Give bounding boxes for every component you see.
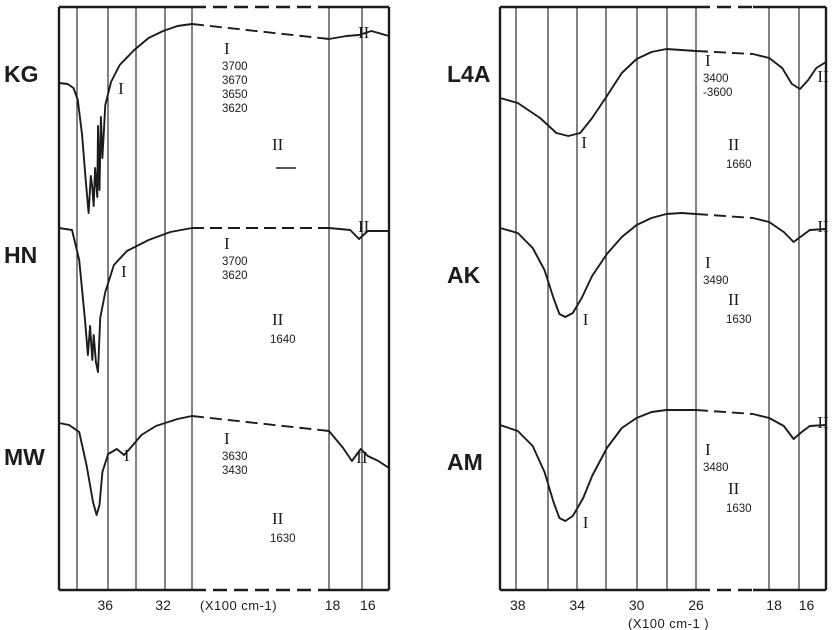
annotation-roman-I: I [224, 234, 230, 253]
x-tick-label: 26 [688, 597, 704, 613]
spectrum-MW-low-range [328, 430, 390, 469]
annotation-roman-II: II [272, 509, 284, 528]
annotation-value: 3430 [222, 465, 248, 477]
x-tick-label: 38 [510, 597, 526, 613]
annotation-value: 1630 [270, 533, 296, 545]
spectrum-L4A-high-range [499, 48, 697, 137]
annotation-roman-I: I [705, 440, 711, 459]
annotation-roman-II: II [728, 290, 740, 309]
spectrum-AM-gap-connector [695, 409, 754, 415]
annotation-value: 3490 [703, 275, 729, 287]
band-mark-I: I [121, 262, 127, 281]
annotation-value: -3600 [703, 87, 732, 99]
annotation-value: 1660 [726, 159, 752, 171]
band-mark-II: II [358, 23, 370, 42]
annotation-roman-I: I [224, 429, 230, 448]
left-spectra-panel: 36 32 18 16(X100 cm-1)KGIIII370036703650362… [4, 5, 391, 613]
band-mark-II: II [358, 217, 370, 236]
annotation-value: 3620 [222, 270, 248, 282]
spectrum-AK-low-range [752, 217, 827, 243]
x-tick-label: 18 [766, 597, 782, 613]
annotation-roman-I: I [705, 253, 711, 272]
annotation-roman-II: II [272, 310, 284, 329]
x-tick-label: 16 [360, 597, 376, 613]
sample-label-AK: AK [447, 262, 481, 288]
band-mark-I: I [583, 310, 589, 329]
spectrum-AM-low-range [752, 413, 827, 440]
sample-label-AM: AM [447, 449, 483, 475]
spectrum-AM-high-range [499, 409, 696, 522]
band-mark-I: I [118, 79, 124, 98]
spectrum-MW-gap-connector [191, 415, 330, 432]
annotation-roman-II: II [728, 135, 740, 154]
sample-label-L4A: L4A [447, 61, 490, 87]
sample-label-HN: HN [4, 242, 37, 268]
spectrum-AK-gap-connector [695, 213, 754, 219]
annotation-roman-I: I [705, 51, 711, 70]
annotation-value: 1630 [726, 314, 752, 326]
annotation-value: 3400 [703, 73, 729, 85]
x-tick-label: 30 [629, 597, 645, 613]
band-mark-II: II [356, 448, 368, 467]
spectrum-HN-high-range [58, 227, 193, 373]
annotation-value: 3700 [222, 256, 248, 268]
annotation-value: 1630 [726, 503, 752, 515]
spectrum-KG-gap-connector [191, 23, 330, 40]
band-mark-I: I [124, 446, 130, 465]
spectrum-L4A-low-range [752, 53, 827, 90]
x-axis-label: (X100 cm-1 ) [628, 616, 709, 630]
band-mark-I: I [581, 133, 587, 152]
sample-label-KG: KG [4, 61, 39, 87]
annotation-value: 3620 [222, 103, 248, 115]
spectrum-KG-low-range [328, 30, 390, 40]
x-axis-label: (X100 cm-1) [200, 598, 277, 613]
x-tick-label: 16 [799, 597, 815, 613]
annotation-value: 3480 [703, 462, 729, 474]
spectrum-L4A-gap-connector [695, 50, 754, 55]
spectrum-KG-high-range [58, 23, 193, 214]
x-tick-label: 34 [569, 597, 585, 613]
annotation-roman-II: II [728, 479, 740, 498]
x-tick-label: 32 [155, 597, 171, 613]
sample-label-MW: MW [4, 444, 45, 470]
annotation-value: 3650 [222, 89, 248, 101]
spectrum-HN-low-range [328, 227, 389, 240]
x-tick-label: 36 [97, 597, 113, 613]
x-tick-label: 18 [325, 597, 341, 613]
band-mark-II: II [817, 67, 829, 86]
spectrum-AK-high-range [499, 212, 697, 318]
annotation-roman-I: I [224, 39, 230, 58]
annotation-value: 3700 [222, 61, 248, 73]
annotation-value: 3630 [222, 451, 248, 463]
annotation-roman-II: II [272, 135, 284, 154]
annotation-value: 1640 [270, 334, 296, 346]
right-spectra-panel: 38 34 30 26 18 16(X100 cm-1 )L4AIIII3400-3600… [447, 5, 829, 630]
band-mark-II: II [817, 413, 829, 432]
annotation-value: 3670 [222, 75, 248, 87]
band-mark-I: I [583, 513, 589, 532]
spectrum-MW-high-range [58, 415, 193, 516]
band-mark-II: II [817, 217, 829, 236]
